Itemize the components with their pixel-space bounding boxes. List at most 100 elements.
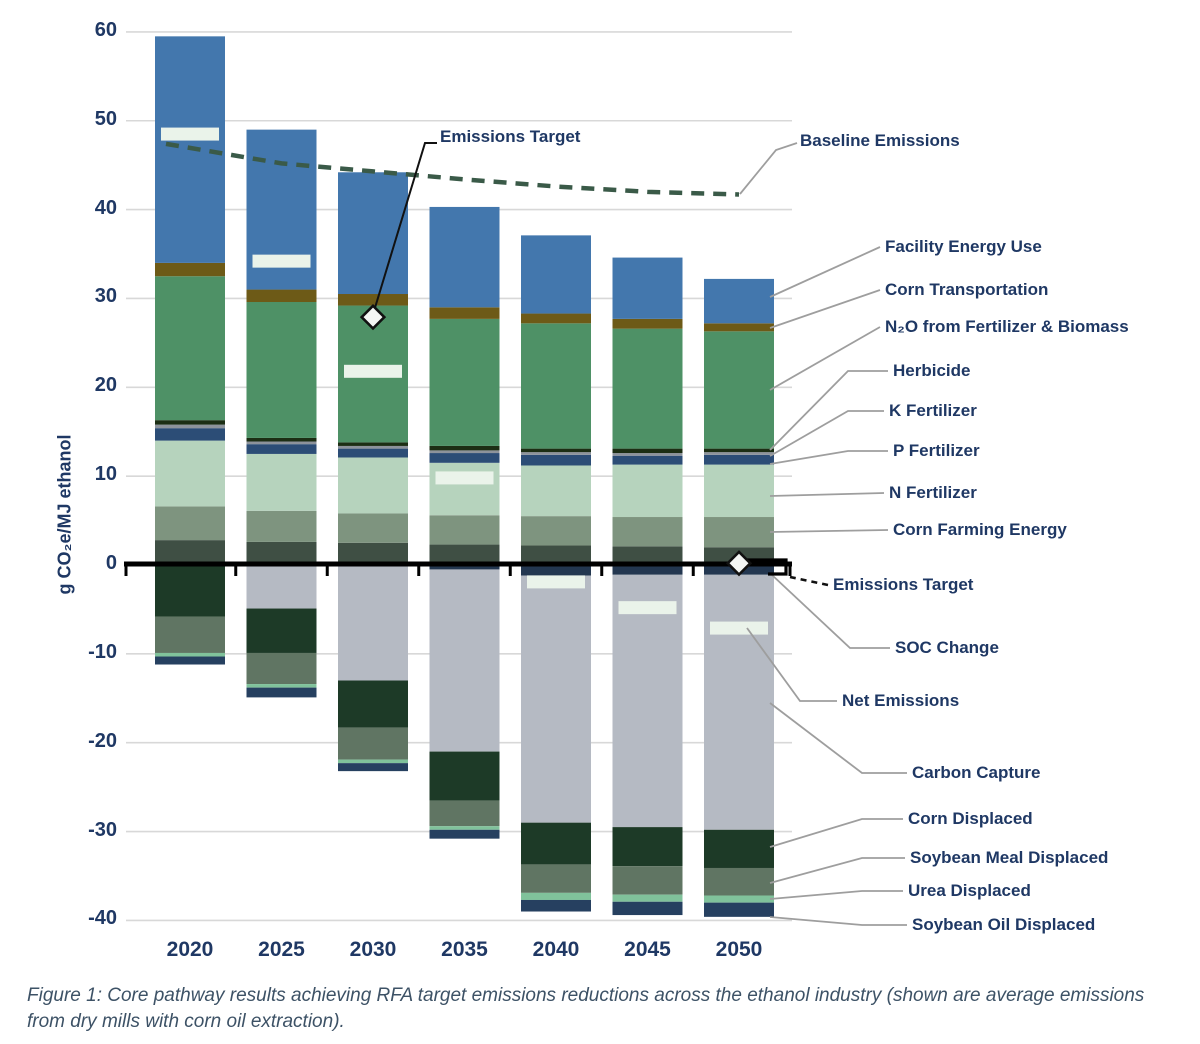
bar-segment [521,565,591,576]
label-soybean-meal-displaced: Soybean Meal Displaced [910,848,1109,867]
label-herbicide: Herbicide [893,361,971,380]
net-emissions-marker [161,127,219,141]
bar-segment [704,895,774,903]
bar-segment [429,206,500,308]
y-tick-label: 0 [105,552,117,574]
bar-segment [155,424,225,429]
bar-segment [429,826,500,830]
bar-segment [704,448,774,453]
bar-segment [521,448,591,453]
bar-segment [704,278,774,324]
bar-segment [429,829,500,839]
bar-segment [155,616,225,653]
x-tick-label: 2050 [715,938,763,961]
bar-segment [521,516,591,546]
bar-segment [155,506,225,541]
x-tick-label: 2020 [166,938,214,961]
bar-segment [521,323,591,449]
bar-segment [246,453,317,511]
label-emissions-target-top: Emissions Target [440,127,581,146]
bar-segment [429,318,500,446]
bar-segment [246,302,317,438]
bar-segment [612,464,683,518]
bar-segment [246,608,317,653]
bar-segment [612,866,683,895]
bar-segment [429,462,500,516]
bar-segment [155,420,225,425]
bar-segment [429,307,500,319]
bar-segment [521,864,591,893]
leader-line-n-fertilizer [769,492,885,497]
bar-segment [338,759,408,764]
leader-line-k-fertilizer [769,410,884,457]
bar-segment [612,517,683,547]
bar-segment [338,172,408,295]
bar-segment [612,318,683,329]
emissions-target-diamond [359,303,387,331]
bar-segment [338,542,408,565]
bar-segment [704,464,774,518]
bar-segment [612,574,683,828]
bar-segment [429,565,500,570]
bar-segment [429,800,500,827]
y-tick-label: -10 [88,640,117,663]
label-baseline-emissions: Baseline Emissions [800,131,960,150]
net-emissions-marker [618,601,677,615]
bar-segment [338,442,408,446]
bar-segment [612,455,683,465]
leader-line-corn-displaced [769,818,903,848]
bar-segment [521,822,591,865]
bar-segment [429,450,500,454]
bar-segment [521,452,591,455]
bar-segment [704,323,774,332]
leader-line-corn-farming-energy [769,529,889,533]
leader-line-facility-energy-use [769,246,881,298]
label-p-fertilizer: P Fertilizer [893,441,980,460]
bar-segment [155,656,225,665]
bar-segment [246,687,317,698]
baseline-emissions-line [165,141,740,197]
bar-segment [246,441,317,445]
leader-line-n2o-fertilizer-biomass [769,326,881,391]
bar-segment [246,444,317,454]
bar-segment [704,452,774,455]
leader-line-emissions-target-right [789,575,829,587]
y-tick-label: -40 [88,907,117,930]
bar-segment [521,235,591,314]
bar-segment [155,276,225,421]
bar-segment [704,867,774,896]
label-k-fertilizer: K Fertilizer [889,401,977,420]
bar-segment [521,899,591,912]
figure-caption: Figure 1: Core pathway results achieving… [27,985,1145,1032]
y-tick-label: 30 [94,285,117,308]
bar-segment [338,513,408,543]
emissions-target-diamond [725,550,753,577]
net-emissions-marker [252,254,311,268]
label-urea-displaced: Urea Displaced [908,881,1031,900]
bar-segment [429,453,500,463]
bar-segment [338,445,408,449]
bar-segment [704,902,774,917]
label-corn-displaced: Corn Displaced [908,809,1033,828]
label-facility-energy-use: Facility Energy Use [885,237,1042,256]
x-tick-label: 2030 [349,938,397,961]
bar-segment [155,565,225,617]
y-tick-label: 40 [94,196,117,219]
label-corn-transportation: Corn Transportation [885,280,1049,299]
bar-segment [521,545,591,565]
bar-segment [338,763,408,772]
emissions-target-bracket [739,558,788,576]
bar-segment [429,544,500,565]
x-tick-label: 2045 [624,938,671,961]
bar-segment [612,448,683,454]
bar-segment [246,510,317,542]
bar-segment [155,652,225,657]
label-n2o-fertilizer-biomass: N₂O from Fertilizer & Biomass [885,317,1129,336]
bar-segment [521,465,591,517]
bar-segment [246,565,317,609]
leader-line-urea-displaced [769,890,903,900]
leader-line-soybean-oil-displaced [769,916,907,926]
y-axis-title: g CO₂e/MJ ethanol [54,434,75,595]
bar-segment [704,454,774,465]
